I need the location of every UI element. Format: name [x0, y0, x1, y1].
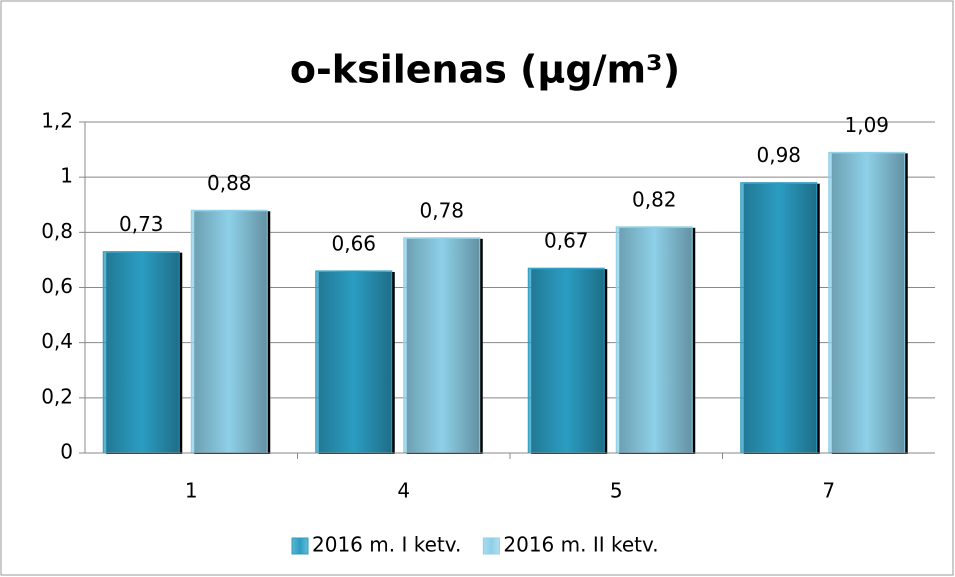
chart-title: o-ksilenas (µg/m³) [290, 48, 680, 92]
data-label: 0,66 [331, 231, 376, 255]
bar [403, 237, 481, 454]
y-tick-label: 1,2 [41, 109, 73, 133]
data-label: 0,78 [419, 198, 464, 222]
bar [615, 226, 693, 454]
x-tick-label: 5 [610, 479, 623, 503]
bar [102, 251, 180, 454]
legend-swatch [482, 537, 500, 555]
y-tick-label: 0,6 [41, 274, 73, 298]
bar [527, 267, 605, 454]
legend-label: 2016 m. I ketv. [312, 533, 461, 557]
x-tick-label: 1 [185, 479, 198, 503]
data-label: 0,67 [544, 229, 589, 253]
y-tick-label: 0 [60, 440, 73, 464]
legend-swatch [291, 537, 309, 555]
y-tick-label: 0,8 [41, 219, 73, 243]
data-label: 1,09 [844, 113, 889, 137]
y-tick-label: 0,4 [41, 329, 73, 353]
y-tick-label: 1 [60, 164, 73, 188]
legend-label: 2016 m. II ketv. [503, 533, 658, 557]
data-label: 0,98 [756, 143, 801, 167]
data-label: 0,82 [632, 187, 677, 211]
data-label: 0,88 [207, 171, 252, 195]
bar [828, 151, 906, 454]
x-tick-label: 7 [822, 479, 835, 503]
y-tick-label: 0,2 [41, 384, 73, 408]
data-label: 0,73 [119, 212, 164, 236]
bar [190, 209, 268, 454]
bar [740, 182, 818, 454]
bar [315, 270, 393, 454]
x-tick-label: 4 [397, 479, 410, 503]
